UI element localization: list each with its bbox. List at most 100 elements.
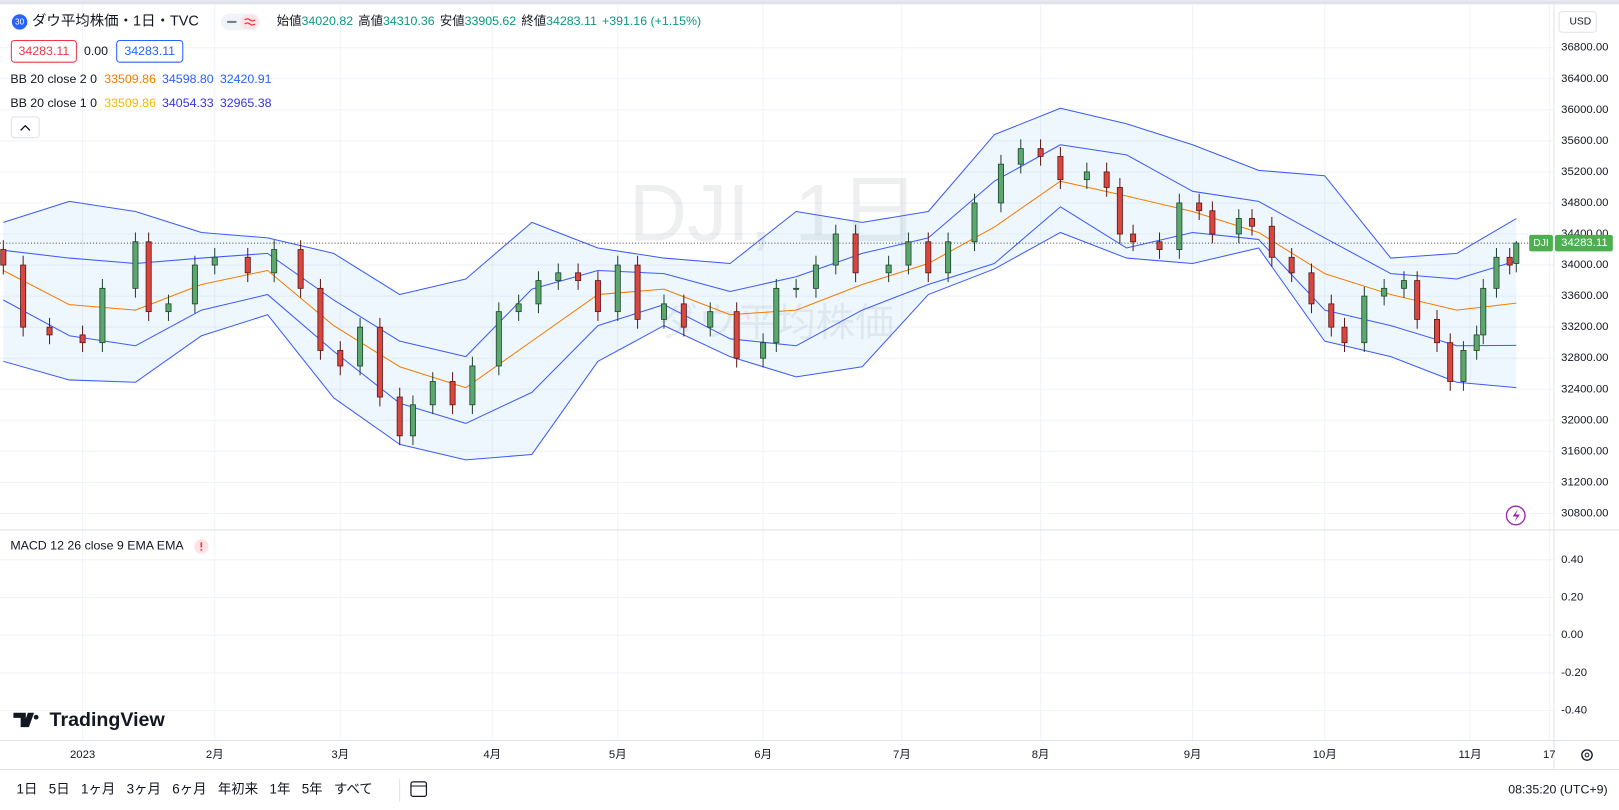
y-tick-label: -0.40 [1561,705,1587,717]
x-tick-label: 10月 [1313,749,1337,761]
y-tick-label: 36000.00 [1561,104,1608,116]
indicator-value: 34054.33 [162,96,214,110]
candle-body [773,287,780,344]
range-button[interactable]: 1日 [17,782,38,797]
ohlc-label: 終値 [521,13,546,28]
candle-body [1506,256,1513,266]
status-delayed-icon [244,18,256,26]
candle-body [1176,202,1183,250]
candle-body [1249,218,1256,227]
grid [0,5,1554,741]
symbol-icon-text: 30 [15,18,25,27]
candle-body [535,280,542,305]
status-delayed [240,14,259,30]
indicator-value: 33509.86 [104,72,156,86]
candle-body [1130,233,1137,243]
range-button[interactable]: 6ヶ月 [172,782,206,797]
range-button[interactable]: 3ヶ月 [127,782,161,797]
candle-body [429,381,436,406]
candle-body [1513,242,1520,264]
candle-body [79,334,86,344]
candle-body [575,272,582,281]
candle-body [1268,225,1275,258]
candle-body [1400,280,1407,289]
range-button[interactable]: 1ヶ月 [81,782,115,797]
candle-body [1361,295,1368,344]
candle-body [132,241,139,289]
ohlc-value: 34283.11 [546,14,597,28]
indicator-legends: BB 20 close 2 0 33509.86 34598.80 32420.91 B… [10,72,271,110]
candle-body [1235,218,1242,235]
candle-body [1460,350,1467,382]
indicator-name: BB 20 close 2 0 [10,72,97,86]
candle-body [1308,272,1315,305]
candle-body [271,249,278,274]
calendar-icon[interactable] [410,781,428,797]
y-tick-label: 0.20 [1561,592,1583,604]
spread: 0.00 [84,44,108,58]
candle-body [1017,148,1024,165]
candle-body [594,280,601,313]
candle-body [1288,256,1295,274]
band-line [3,107,1517,296]
candle-body [1156,241,1163,250]
candle-body [337,350,344,367]
indicator-value: 34598.80 [162,72,214,86]
logo-mark [13,712,39,728]
macd-warning-bar [200,542,203,548]
plot [0,107,1554,461]
candle-body [634,264,641,320]
settings-icon[interactable] [1581,749,1593,761]
candle-body [1414,280,1421,320]
indicator-name: BB 20 close 1 0 [10,96,97,110]
y-tick-label: 32000.00 [1561,414,1608,426]
y-tick-label: 0.40 [1561,554,1583,566]
buy-box[interactable] [116,40,184,63]
collapse-button[interactable] [10,116,40,139]
y-tick-label: 34000.00 [1561,259,1608,271]
sell-price: 34283.11 [19,44,70,58]
ohlc-label: 安値 [440,13,465,28]
candle-body [1196,202,1203,212]
candle-body [661,303,667,320]
candle-body [46,326,53,336]
x-tick-label: 2023 [70,749,95,761]
candle-body [760,342,767,359]
candle-body [1341,326,1348,344]
currency-button[interactable] [1558,11,1597,33]
candle-body [1057,155,1064,181]
x-tick-label: 6月 [754,749,772,761]
candle-body [812,264,819,289]
candle-body [1103,171,1110,188]
y-tick-label: 36400.00 [1561,73,1608,85]
candle-body [1328,303,1335,328]
range-button[interactable]: 年初来 [218,782,258,797]
candle-body [733,311,740,359]
x-tick-label: 11月 [1458,749,1481,761]
range-button[interactable]: 1年 [269,782,290,797]
range-button[interactable]: 5日 [49,782,70,797]
candle-body [0,249,7,266]
x-tick-label: 8月 [1032,749,1050,761]
candle-body [396,396,403,437]
y-tick-label: 31200.00 [1561,476,1608,488]
candle-body [555,272,562,281]
ohlc-label: 高値 [358,13,383,28]
collapse-icon [20,124,31,131]
clock[interactable]: 08:35:20 (UTC+9) [1508,782,1607,796]
range-button[interactable]: すべて [334,782,373,797]
candle-body [376,326,383,398]
y-tick-label: 34800.00 [1561,197,1608,209]
ohlc-change: +391.16 (+1.15%) [602,14,701,28]
sell-box[interactable] [10,40,77,63]
ohlc-value: 33905.62 [465,14,517,28]
range-button[interactable]: 5年 [302,782,323,797]
candle-body [707,311,714,328]
candle-body [99,287,106,344]
candle-body [1447,342,1454,382]
currency: USD [1569,17,1591,28]
bottom-bar: 1日 5日 1ヶ月 3ヶ月 6ヶ月 年初来 1年 5年 すべて [17,782,373,797]
candle-body [1116,187,1123,235]
candle-body [997,163,1004,204]
